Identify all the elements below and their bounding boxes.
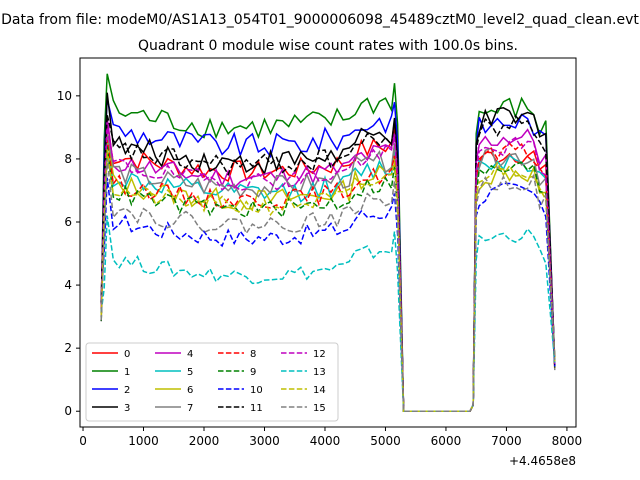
axes-frame <box>79 57 577 428</box>
legend-label-4: 4 <box>187 349 193 360</box>
x-tick-label: 8000 <box>552 434 583 448</box>
series-line-4 <box>100 117 556 412</box>
legend-label-15: 15 <box>313 403 326 414</box>
x-tick-label: 4000 <box>310 434 341 448</box>
series-line-15 <box>100 158 556 412</box>
x-tick-label: 0 <box>79 434 87 448</box>
legend-label-1: 1 <box>124 367 130 378</box>
series-line-3 <box>100 92 556 412</box>
legend-label-0: 0 <box>124 349 130 360</box>
x-tick-label: 7000 <box>491 434 522 448</box>
y-tick-label: 10 <box>57 89 72 103</box>
series-layer <box>100 73 556 412</box>
legend-label-13: 13 <box>313 367 326 378</box>
figure-suptitle: Data from file: modeM0/AS1A13_054T01_900… <box>1 12 639 28</box>
y-axis: 0 2 4 6 8 10 <box>57 89 80 418</box>
chart-title: Quadrant 0 module wise count rates with … <box>138 38 518 54</box>
legend-label-2: 2 <box>124 385 130 396</box>
legend-label-8: 8 <box>250 349 256 360</box>
y-tick-label: 0 <box>64 404 72 418</box>
legend-label-9: 9 <box>250 367 256 378</box>
series-line-8 <box>100 139 556 412</box>
legend-label-10: 10 <box>250 385 263 396</box>
series-line-12 <box>100 127 556 412</box>
series-line-10 <box>100 177 556 412</box>
x-tick-label: 5000 <box>370 434 401 448</box>
y-tick-label: 2 <box>64 341 72 355</box>
y-tick-label: 8 <box>64 152 72 166</box>
y-tick-label: 4 <box>64 278 72 292</box>
legend-label-12: 12 <box>313 349 326 360</box>
series-line-6 <box>100 136 556 412</box>
legend-label-14: 14 <box>313 385 326 396</box>
series-line-14 <box>100 149 556 412</box>
x-tick-label: 2000 <box>189 434 220 448</box>
x-axis: 0 1000 2000 3000 4000 5000 6000 7000 8000 <box>79 427 582 448</box>
legend-box <box>85 342 339 422</box>
legend-label-6: 6 <box>187 385 193 396</box>
legend-label-7: 7 <box>187 403 193 414</box>
x-offset-text: +4.4658e8 <box>509 454 576 468</box>
series-line-5 <box>100 133 556 412</box>
series-line-1 <box>100 73 556 412</box>
legend-label-3: 3 <box>124 403 130 414</box>
series-line-9 <box>100 146 556 412</box>
legend-label-5: 5 <box>187 367 193 378</box>
x-tick-label: 6000 <box>431 434 462 448</box>
y-tick-label: 6 <box>64 215 72 229</box>
series-line-13 <box>100 215 556 412</box>
x-tick-label: 1000 <box>128 434 159 448</box>
x-tick-label: 3000 <box>249 434 280 448</box>
legend-label-11: 11 <box>250 403 263 414</box>
